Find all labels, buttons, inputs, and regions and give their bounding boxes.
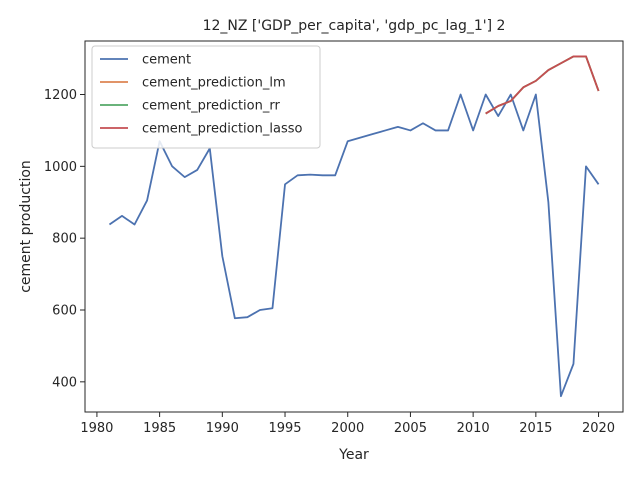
legend-label: cement_prediction_rr [142,99,280,114]
x-tick-label: 2020 [582,421,615,436]
y-axis: 400 600 800 1000 1200 [44,88,85,390]
legend-label: cement_prediction_lasso [142,122,302,137]
x-tick-label: 2000 [331,421,364,436]
series-lines [108,55,600,398]
y-tick-label: 400 [52,375,77,390]
chart-title: 12_NZ ['GDP_per_capita', 'gdp_pc_lag_1']… [203,18,506,34]
x-axis: 1980 1985 1990 1995 2000 2005 2010 2015 2020 [80,412,615,436]
x-tick-label: 2010 [457,421,490,436]
x-tick-label: 1985 [143,421,176,436]
y-tick-label: 1000 [44,160,77,175]
x-tick-label: 1990 [206,421,239,436]
legend-label: cement_prediction_lm [142,76,286,91]
y-axis-title: cement production [18,160,34,293]
series-line-cement_prediction_lasso [485,55,600,115]
x-tick-label: 2005 [394,421,427,436]
y-tick-label: 1200 [44,88,77,103]
series-line-cement [108,93,600,398]
x-tick-label: 2015 [519,421,552,436]
y-tick-label: 800 [52,232,77,247]
x-tick-label: 1980 [80,421,113,436]
legend: cement cement_prediction_lm cement_predict… [91,45,321,149]
y-tick-label: 600 [52,304,77,319]
x-tick-label: 1995 [268,421,301,436]
plot-area [84,40,624,413]
legend-label: cement [142,53,191,68]
legend-box [91,45,321,149]
x-axis-title: Year [338,447,369,463]
